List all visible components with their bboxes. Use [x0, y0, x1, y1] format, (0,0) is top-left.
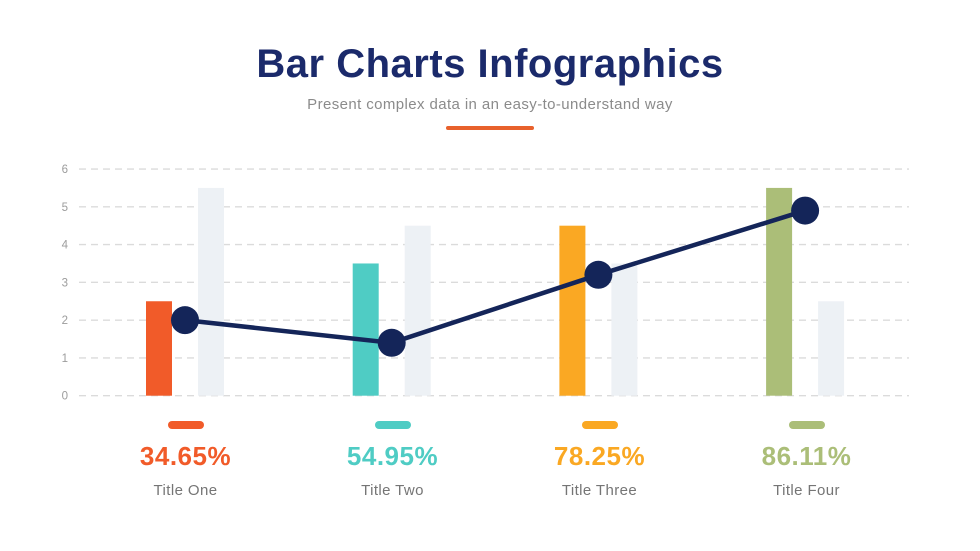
y-axis-tick-label: 2	[62, 315, 68, 327]
data-point-dot	[171, 306, 199, 335]
page-title: Bar Charts Infographics	[256, 42, 724, 86]
trend-line	[184, 208, 806, 346]
legend-item: 86.11% Title Four	[703, 421, 910, 499]
legend-swatch	[374, 421, 411, 429]
y-axis-tick-label: 6	[62, 164, 68, 176]
y-axis-tick-label: 1	[62, 353, 68, 365]
legend-label: Title Two	[361, 482, 424, 499]
y-axis-tick-label: 5	[62, 202, 68, 214]
legend-swatch	[788, 421, 825, 429]
legend-label: Title Three	[561, 482, 638, 499]
y-axis-tick-label: 4	[62, 240, 69, 252]
legend-percent: 34.65%	[139, 441, 232, 471]
legend-swatch	[581, 421, 618, 429]
data-point-dot	[791, 196, 820, 225]
legend-percent: 86.11%	[761, 441, 852, 471]
legend-item: 54.95% Title Two	[289, 421, 496, 499]
legend-percent: 78.25%	[553, 441, 646, 471]
legend-label: Title One	[153, 482, 218, 499]
legend-item: 34.65% Title One	[82, 421, 289, 499]
value-bar	[146, 301, 172, 396]
data-point-dot	[584, 260, 613, 289]
y-axis-tick-label: 3	[62, 277, 68, 289]
y-axis-tick-label: 0	[62, 391, 68, 403]
ghost-bar	[611, 263, 638, 396]
legend-label: Title Four	[773, 482, 840, 499]
legend-swatch	[167, 421, 204, 429]
legend-percent: 54.95%	[346, 441, 439, 471]
ghost-bar	[818, 301, 845, 396]
ghost-bar	[198, 187, 224, 396]
page-subtitle: Present complex data in an easy-to-under…	[307, 96, 673, 113]
header: Bar Charts Infographics Present complex …	[0, 42, 980, 130]
data-point-dot	[377, 328, 406, 357]
ghost-bar	[404, 225, 431, 396]
value-bar	[559, 225, 586, 396]
legend-item: 78.25% Title Three	[496, 421, 703, 499]
value-bar	[352, 263, 379, 396]
accent-divider	[446, 126, 534, 130]
legend: 34.65% Title One 54.95% Title Two 78.25%…	[82, 421, 910, 499]
